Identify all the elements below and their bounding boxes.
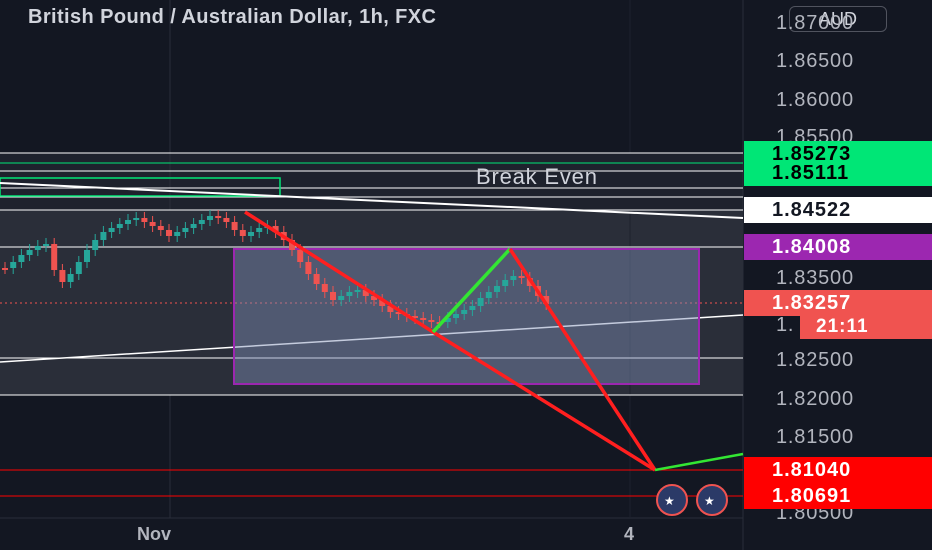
ascending-trendline xyxy=(0,314,744,363)
price-badge: 1.85111 xyxy=(744,160,932,186)
candle-body xyxy=(26,250,33,255)
candle-body xyxy=(75,262,82,274)
candle-body xyxy=(444,318,451,322)
candle-body xyxy=(256,228,263,232)
candle-body xyxy=(518,276,525,278)
event-flag-icon-2 xyxy=(696,484,728,516)
candle-body xyxy=(174,232,181,236)
candle-body xyxy=(412,316,418,318)
candle-body xyxy=(125,220,131,224)
price-label: 1.86500 xyxy=(776,50,854,72)
break-even-box xyxy=(0,177,281,197)
time-label-nov: Nov xyxy=(137,524,172,544)
candle-body xyxy=(420,318,427,320)
candle-body xyxy=(494,286,500,292)
candle-body xyxy=(43,244,49,246)
candle-body xyxy=(34,246,41,250)
candle-body xyxy=(395,312,402,314)
purple-zone xyxy=(233,248,700,385)
zigzag-drop-leg xyxy=(508,248,657,471)
candle-body xyxy=(387,306,394,312)
candle-body xyxy=(297,250,304,262)
candle-body xyxy=(428,320,435,322)
break-even-label: Break Even xyxy=(476,164,598,189)
price-label: 1.82000 xyxy=(776,388,854,410)
candle-body xyxy=(116,224,123,228)
economic-event-icons: ★ ★ xyxy=(656,484,728,516)
candle-body xyxy=(248,232,254,236)
event-star-icon-2: ★ xyxy=(704,494,715,508)
descending-trendline xyxy=(0,182,744,219)
candle-body xyxy=(223,218,230,222)
candle-body xyxy=(485,292,492,298)
candle-body xyxy=(453,314,459,318)
candle-body xyxy=(510,276,517,280)
candle-body xyxy=(330,292,336,300)
candle-body xyxy=(379,300,386,306)
candle-body xyxy=(100,232,107,240)
price-badge: 1.84008 xyxy=(744,234,932,260)
price-label: 1.83500 xyxy=(776,267,854,289)
candle-body xyxy=(166,230,172,236)
candle-body xyxy=(215,216,222,218)
candle-body xyxy=(362,290,369,296)
candle-body xyxy=(67,274,74,282)
candle-body xyxy=(461,310,468,314)
price-badge: 1.83257 xyxy=(744,290,932,316)
currency-button[interactable]: AUD xyxy=(789,6,887,32)
candle-body xyxy=(305,262,312,274)
candle-body xyxy=(502,280,509,286)
price-badge: 1.80691 xyxy=(744,483,932,509)
event-star-icon: ★ xyxy=(664,494,675,508)
candle-body xyxy=(190,224,197,228)
candle-body xyxy=(543,296,550,304)
candle-body xyxy=(108,228,115,232)
candle-body xyxy=(371,296,377,300)
zigzag-up-leg xyxy=(431,247,512,334)
candle-body xyxy=(477,298,484,306)
candle-body xyxy=(92,240,99,250)
candle-body xyxy=(289,240,295,250)
candle-body xyxy=(141,218,148,222)
candle-body xyxy=(133,218,140,220)
candle-body xyxy=(182,228,189,232)
chart-title: British Pound / Australian Dollar, 1h, F… xyxy=(28,6,437,28)
candle-body xyxy=(198,220,205,224)
candle-body xyxy=(321,284,328,292)
candle-body xyxy=(149,222,156,226)
candle-body xyxy=(338,296,345,300)
price-label: 1.87000 xyxy=(776,12,854,34)
candle-body xyxy=(10,262,17,268)
candle-body xyxy=(207,216,213,220)
price-label-partial: 1. xyxy=(776,314,795,336)
candle-body xyxy=(231,222,238,230)
candle-body xyxy=(239,230,246,236)
bar-countdown: 21:11 xyxy=(800,315,932,339)
candle-body xyxy=(59,270,66,282)
candle-body xyxy=(354,290,361,292)
candle-body xyxy=(157,226,164,230)
candle-body xyxy=(272,226,279,232)
candle-body xyxy=(313,274,320,284)
candle-body xyxy=(2,268,8,270)
price-label: 1.82500 xyxy=(776,349,854,371)
candle-body xyxy=(346,292,353,296)
price-label: 1.81500 xyxy=(776,426,854,448)
candle-body xyxy=(51,244,58,270)
candle-body xyxy=(469,306,476,310)
price-badge: 1.81040 xyxy=(744,457,932,483)
candle-body xyxy=(84,250,90,262)
time-label-4: 4 xyxy=(624,524,635,544)
candle-body xyxy=(18,255,25,262)
price-badge: 1.84522 xyxy=(744,197,932,223)
projection-up-line xyxy=(654,452,744,472)
event-flag-icon xyxy=(656,484,688,516)
price-label: 1.86000 xyxy=(776,89,854,111)
